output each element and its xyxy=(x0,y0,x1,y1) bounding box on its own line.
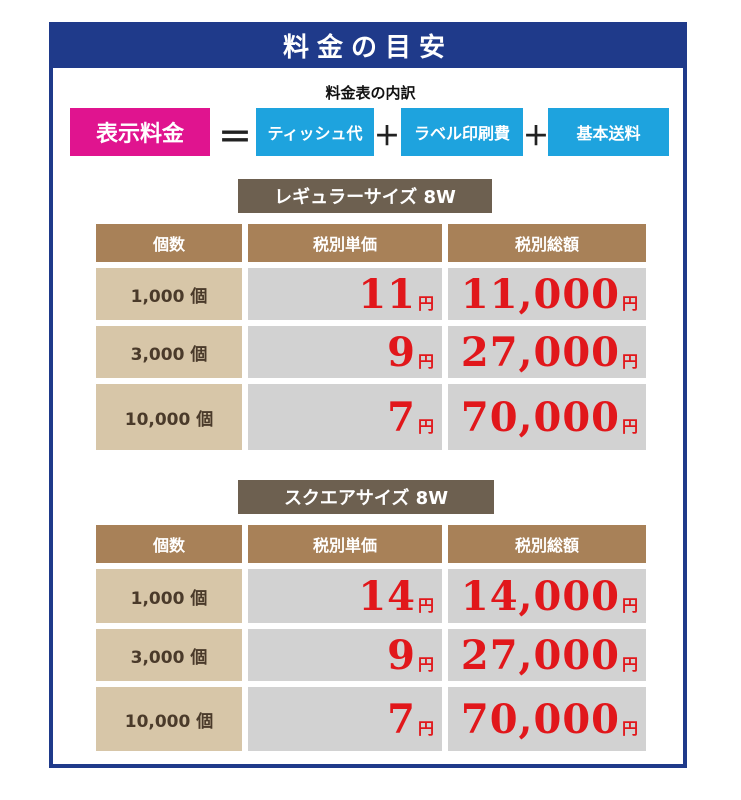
unit-price-cell: 14 円 xyxy=(248,569,442,623)
total-value: 11,000 xyxy=(460,270,620,318)
yen-unit: 円 xyxy=(417,417,434,436)
total-cell: 14,000 円 xyxy=(448,569,646,623)
total-cell: 70,000 円 xyxy=(448,384,646,450)
yen-unit: 円 xyxy=(621,352,638,371)
unit-price-cell: 11 円 xyxy=(248,268,442,320)
tissue-cost-chip: ティッシュ代 xyxy=(256,108,374,156)
row-qty: 10,000 個 xyxy=(96,687,242,751)
unit-price-value: 11 xyxy=(358,270,416,318)
display-price-chip: 表示料金 xyxy=(70,108,210,156)
col-header-total: 税別総額 xyxy=(448,224,646,262)
regular-size-title: レギュラーサイズ 8W xyxy=(238,179,492,213)
total-value: 14,000 xyxy=(460,572,620,620)
page-title: 料金の目安 xyxy=(49,22,687,68)
yen-unit: 円 xyxy=(621,417,638,436)
plus-sign-2: ＋ xyxy=(523,122,550,152)
yen-unit: 円 xyxy=(621,719,638,738)
row-qty: 3,000 個 xyxy=(96,326,242,378)
yen-unit: 円 xyxy=(621,596,638,615)
plus-sign-1: ＋ xyxy=(374,122,401,152)
unit-price-value: 9 xyxy=(387,631,416,679)
col-header-total: 税別総額 xyxy=(448,525,646,563)
label-printing-chip: ラベル印刷費 xyxy=(401,108,523,156)
unit-price-value: 7 xyxy=(387,393,416,441)
total-cell: 11,000 円 xyxy=(448,268,646,320)
row-qty: 1,000 個 xyxy=(96,569,242,623)
yen-unit: 円 xyxy=(417,352,434,371)
square-size-title: スクエアサイズ 8W xyxy=(238,480,494,514)
yen-unit: 円 xyxy=(417,596,434,615)
row-qty: 1,000 個 xyxy=(96,268,242,320)
unit-price-value: 7 xyxy=(387,695,416,743)
total-value: 27,000 xyxy=(460,631,620,679)
unit-price-value: 9 xyxy=(387,328,416,376)
equals-sign: ＝ xyxy=(218,118,252,158)
row-qty: 3,000 個 xyxy=(96,629,242,681)
col-header-qty: 個数 xyxy=(96,525,242,563)
yen-unit: 円 xyxy=(417,719,434,738)
base-shipping-chip: 基本送料 xyxy=(548,108,669,156)
col-header-unit-price: 税別単価 xyxy=(248,224,442,262)
total-cell: 27,000 円 xyxy=(448,629,646,681)
breakdown-subtitle: 料金表の内訳 xyxy=(325,84,416,102)
total-cell: 27,000 円 xyxy=(448,326,646,378)
col-header-unit-price: 税別単価 xyxy=(248,525,442,563)
yen-unit: 円 xyxy=(621,294,638,313)
total-value: 70,000 xyxy=(460,695,620,743)
row-qty: 10,000 個 xyxy=(96,384,242,450)
yen-unit: 円 xyxy=(621,655,638,674)
total-cell: 70,000 円 xyxy=(448,687,646,751)
col-header-qty: 個数 xyxy=(96,224,242,262)
total-value: 70,000 xyxy=(460,393,620,441)
yen-unit: 円 xyxy=(417,294,434,313)
unit-price-value: 14 xyxy=(358,572,416,620)
yen-unit: 円 xyxy=(417,655,434,674)
total-value: 27,000 xyxy=(460,328,620,376)
